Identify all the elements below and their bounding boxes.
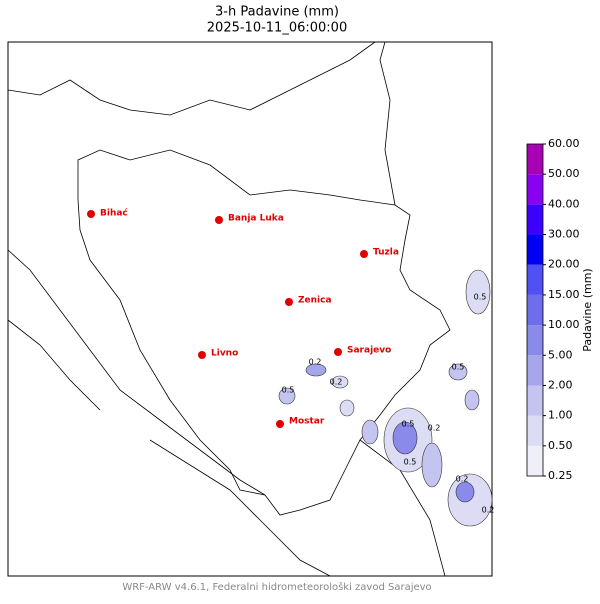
color-band	[527, 445, 543, 476]
colorbar: 0.25 0.50 1.00 2.00 5.00 10.00 15.00 20.00 30.00…	[526, 137, 580, 482]
contour-label: 0.2	[428, 424, 441, 433]
precip-area	[464, 389, 480, 411]
color-band	[527, 385, 543, 416]
precip-areas	[278, 269, 493, 527]
colorbar-tick-label: 40.00	[548, 197, 580, 210]
city-marker	[285, 298, 293, 306]
contour-label: 0.2	[482, 506, 495, 515]
color-band	[527, 294, 543, 326]
coastline	[7, 249, 331, 577]
precip-area	[465, 269, 491, 315]
cities: Bihać Banja Luka Tuzla Zenica Livno Sara…	[87, 208, 399, 428]
city-label: Sarajevo	[347, 346, 391, 356]
city-marker	[215, 216, 223, 224]
color-band	[527, 325, 543, 356]
contour-labels: 0.5 0.2 0.5 0.2 0.5 0.5 0.2 0.2 0.5 0.2	[282, 293, 495, 515]
color-band	[527, 144, 543, 175]
city-label: Tuzla	[373, 248, 399, 258]
colorbar-frame	[526, 143, 544, 477]
color-band	[527, 355, 543, 386]
country-border	[7, 41, 446, 577]
contour-label: 0.5	[282, 386, 295, 395]
contour-label: 0.5	[402, 420, 415, 429]
city-label: Banja Luka	[228, 214, 284, 224]
contour-label: 0.2	[456, 475, 469, 484]
precip-area	[392, 421, 418, 455]
title: 3-h Padavine (mm)	[215, 5, 339, 20]
precip-area	[455, 481, 475, 503]
colorbar-label: Padavine (mm)	[581, 268, 594, 351]
color-band	[527, 234, 543, 265]
precip-area	[448, 363, 468, 381]
colorbar-tick-label: 30.00	[548, 228, 580, 241]
precip-area	[278, 387, 296, 405]
map	[7, 41, 493, 577]
city-marker	[87, 210, 95, 218]
contour-label: 0.5	[452, 363, 465, 372]
contour-label: 0.2	[309, 358, 322, 367]
colorbar-tick-label: 60.00	[548, 137, 580, 150]
contour-label: 0.2	[330, 378, 343, 387]
city-label: Bihać	[100, 208, 128, 219]
color-band	[527, 415, 543, 446]
colorbar-tick-label: 0.25	[548, 469, 573, 482]
contour-label: 0.5	[404, 458, 417, 467]
colorbar-tick-label: 0.50	[548, 439, 573, 452]
colorbar-tick-label: 50.00	[548, 167, 580, 180]
city-marker	[360, 250, 368, 258]
subtitle: 2025-10-11_06:00:00	[207, 21, 347, 36]
precip-area	[305, 363, 327, 377]
city-marker	[276, 420, 284, 428]
city-label: Livno	[211, 349, 238, 359]
precip-area	[339, 399, 355, 417]
color-band	[527, 174, 543, 205]
precip-area	[361, 419, 379, 445]
colorbar-tick-label: 15.00	[548, 288, 580, 301]
city-label: Zenica	[298, 296, 332, 306]
colorbar-tick-label: 20.00	[548, 258, 580, 271]
contour-label: 0.5	[474, 293, 487, 302]
city-marker	[334, 348, 342, 356]
colorbar-tick-label: 1.00	[548, 409, 573, 422]
country-border	[77, 149, 451, 516]
color-band	[527, 264, 543, 295]
footer: WRF-ARW v4.6.1, Federalni hidrometeorolo…	[122, 581, 431, 593]
precip-area	[421, 442, 443, 488]
city-label: Mostar	[289, 417, 325, 427]
colorbar-tick-label: 10.00	[548, 318, 580, 331]
color-band	[527, 204, 543, 235]
colorbar-tick-label: 5.00	[548, 348, 573, 361]
precip-area	[331, 375, 349, 389]
colorbar-tick-label: 2.00	[548, 378, 573, 391]
city-marker	[198, 351, 206, 359]
map-frame	[7, 41, 493, 577]
